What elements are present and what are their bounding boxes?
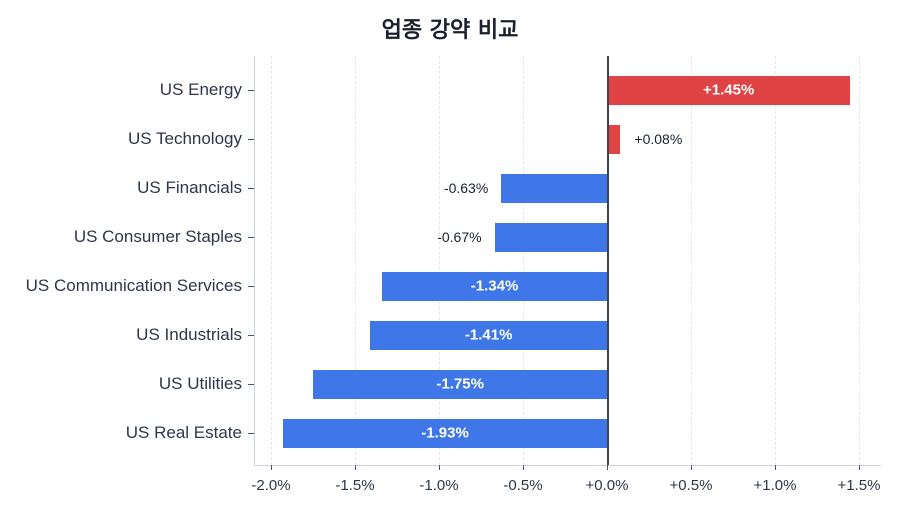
value-label: -1.75% bbox=[436, 375, 484, 393]
x-tick-label: +1.0% bbox=[753, 477, 797, 494]
x-tick-label: +1.5% bbox=[837, 477, 881, 494]
y-tick-label: US Energy bbox=[159, 80, 242, 99]
zero-line bbox=[607, 56, 609, 465]
gridline bbox=[691, 56, 692, 465]
y-tick-label: US Financials bbox=[137, 178, 242, 197]
x-tick-label: -2.0% bbox=[251, 477, 291, 494]
y-tick-label: US Communication Services bbox=[25, 276, 242, 295]
value-label: -1.41% bbox=[464, 326, 513, 344]
bar-positive bbox=[607, 75, 851, 105]
value-label: -1.93% bbox=[421, 424, 469, 442]
x-tick bbox=[271, 465, 272, 470]
y-tick-label: US Industrials bbox=[136, 325, 242, 344]
y-tick bbox=[248, 237, 254, 238]
gridline bbox=[523, 56, 524, 465]
x-axis-line bbox=[254, 465, 881, 466]
value-label: -0.63% bbox=[443, 180, 489, 196]
x-tick-label: -1.5% bbox=[335, 477, 375, 494]
x-tick bbox=[859, 465, 860, 470]
x-tick bbox=[523, 465, 524, 470]
y-tick-label: US Real Estate bbox=[125, 423, 242, 442]
bar-negative bbox=[501, 173, 607, 203]
y-tick-label: US Consumer Staples bbox=[73, 227, 242, 246]
bar-negative bbox=[370, 320, 607, 350]
y-axis-line bbox=[254, 56, 255, 465]
x-tick bbox=[691, 465, 692, 470]
bar-negative bbox=[313, 369, 607, 399]
x-tick bbox=[355, 465, 356, 470]
gridline bbox=[355, 56, 356, 465]
value-label: -1.34% bbox=[470, 277, 519, 295]
gridline bbox=[859, 56, 860, 465]
y-tick-label: US Technology bbox=[127, 129, 242, 148]
chart-title: 업종 강약 비교 bbox=[381, 18, 519, 43]
y-tick-label: US Utilities bbox=[158, 374, 242, 393]
value-label: +1.45% bbox=[703, 81, 755, 99]
y-tick bbox=[248, 335, 254, 336]
bar-positive bbox=[607, 124, 621, 154]
x-tick-label: +0.5% bbox=[669, 477, 713, 494]
bar-negative bbox=[283, 418, 607, 448]
value-label: -0.67% bbox=[437, 229, 482, 245]
bar-negative bbox=[494, 222, 607, 252]
y-tick bbox=[248, 90, 254, 91]
y-tick bbox=[248, 139, 254, 140]
x-tick bbox=[439, 465, 440, 470]
x-tick bbox=[775, 465, 776, 470]
y-tick bbox=[248, 433, 254, 434]
y-tick bbox=[248, 286, 254, 287]
x-tick-label: -1.0% bbox=[419, 477, 459, 494]
x-tick-label: -0.5% bbox=[503, 477, 543, 494]
gridline bbox=[271, 56, 272, 465]
bar-negative bbox=[382, 271, 607, 301]
y-tick bbox=[248, 188, 254, 189]
gridline bbox=[439, 56, 440, 465]
x-tick-label: +0.0% bbox=[585, 477, 629, 494]
x-tick bbox=[607, 465, 608, 470]
value-label: +0.08% bbox=[634, 131, 683, 147]
y-tick bbox=[248, 384, 254, 385]
gridline bbox=[775, 56, 776, 465]
